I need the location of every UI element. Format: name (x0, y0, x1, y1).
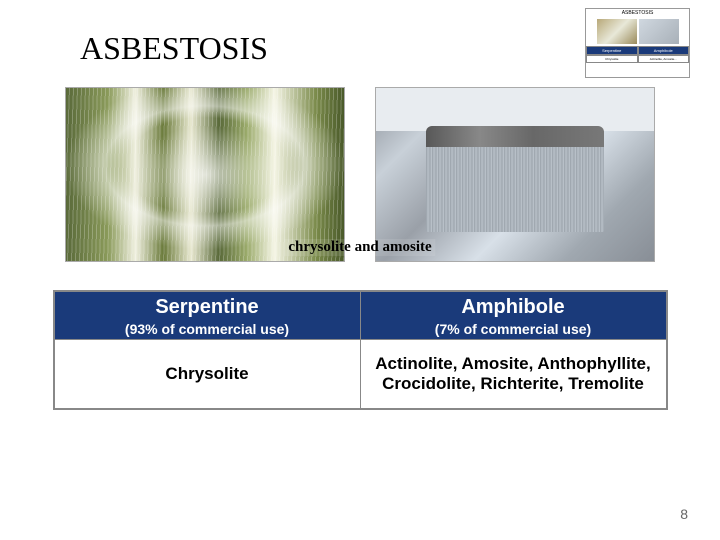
table-body-row: Chrysolite Actinolite, Amosite, Anthophy… (54, 340, 667, 410)
thumb-header-amphibole: Amphibole (638, 46, 690, 55)
slide-thumbnail: ASBESTOSIS Serpentine Amphibole Chrysoli… (585, 8, 690, 78)
cell-amphibole-minerals: Actinolite, Amosite, Anthophyllite, Croc… (360, 340, 667, 410)
group-name-amphibole: Amphibole (369, 296, 658, 319)
thumb-image-chrysolite (597, 19, 637, 44)
amosite-image (375, 87, 655, 262)
thumb-title: ASBESTOSIS (586, 9, 689, 17)
classification-table: Serpentine (93% of commercial use) Amphi… (53, 290, 668, 410)
thumb-header-serpentine: Serpentine (586, 46, 638, 55)
group-name-serpentine: Serpentine (63, 296, 352, 319)
chrysolite-image (65, 87, 345, 262)
usage-serpentine: (93% of commercial use) (63, 319, 352, 337)
cell-serpentine-minerals: Chrysolite (54, 340, 361, 410)
table-header-row: Serpentine (93% of commercial use) Amphi… (54, 291, 667, 340)
usage-amphibole: (7% of commercial use) (369, 319, 658, 337)
thumb-cell-chrysolite: Chrysolite (586, 55, 638, 63)
header-amphibole: Amphibole (7% of commercial use) (360, 291, 667, 340)
thumb-image-amosite (639, 19, 679, 44)
image-caption: chrysolite and amosite (284, 239, 435, 256)
thumb-cell-amosite: Actinolite, Amosite... (638, 55, 690, 63)
header-serpentine: Serpentine (93% of commercial use) (54, 291, 361, 340)
mineral-images-row: chrysolite and amosite (0, 77, 720, 262)
page-number: 8 (680, 506, 688, 522)
